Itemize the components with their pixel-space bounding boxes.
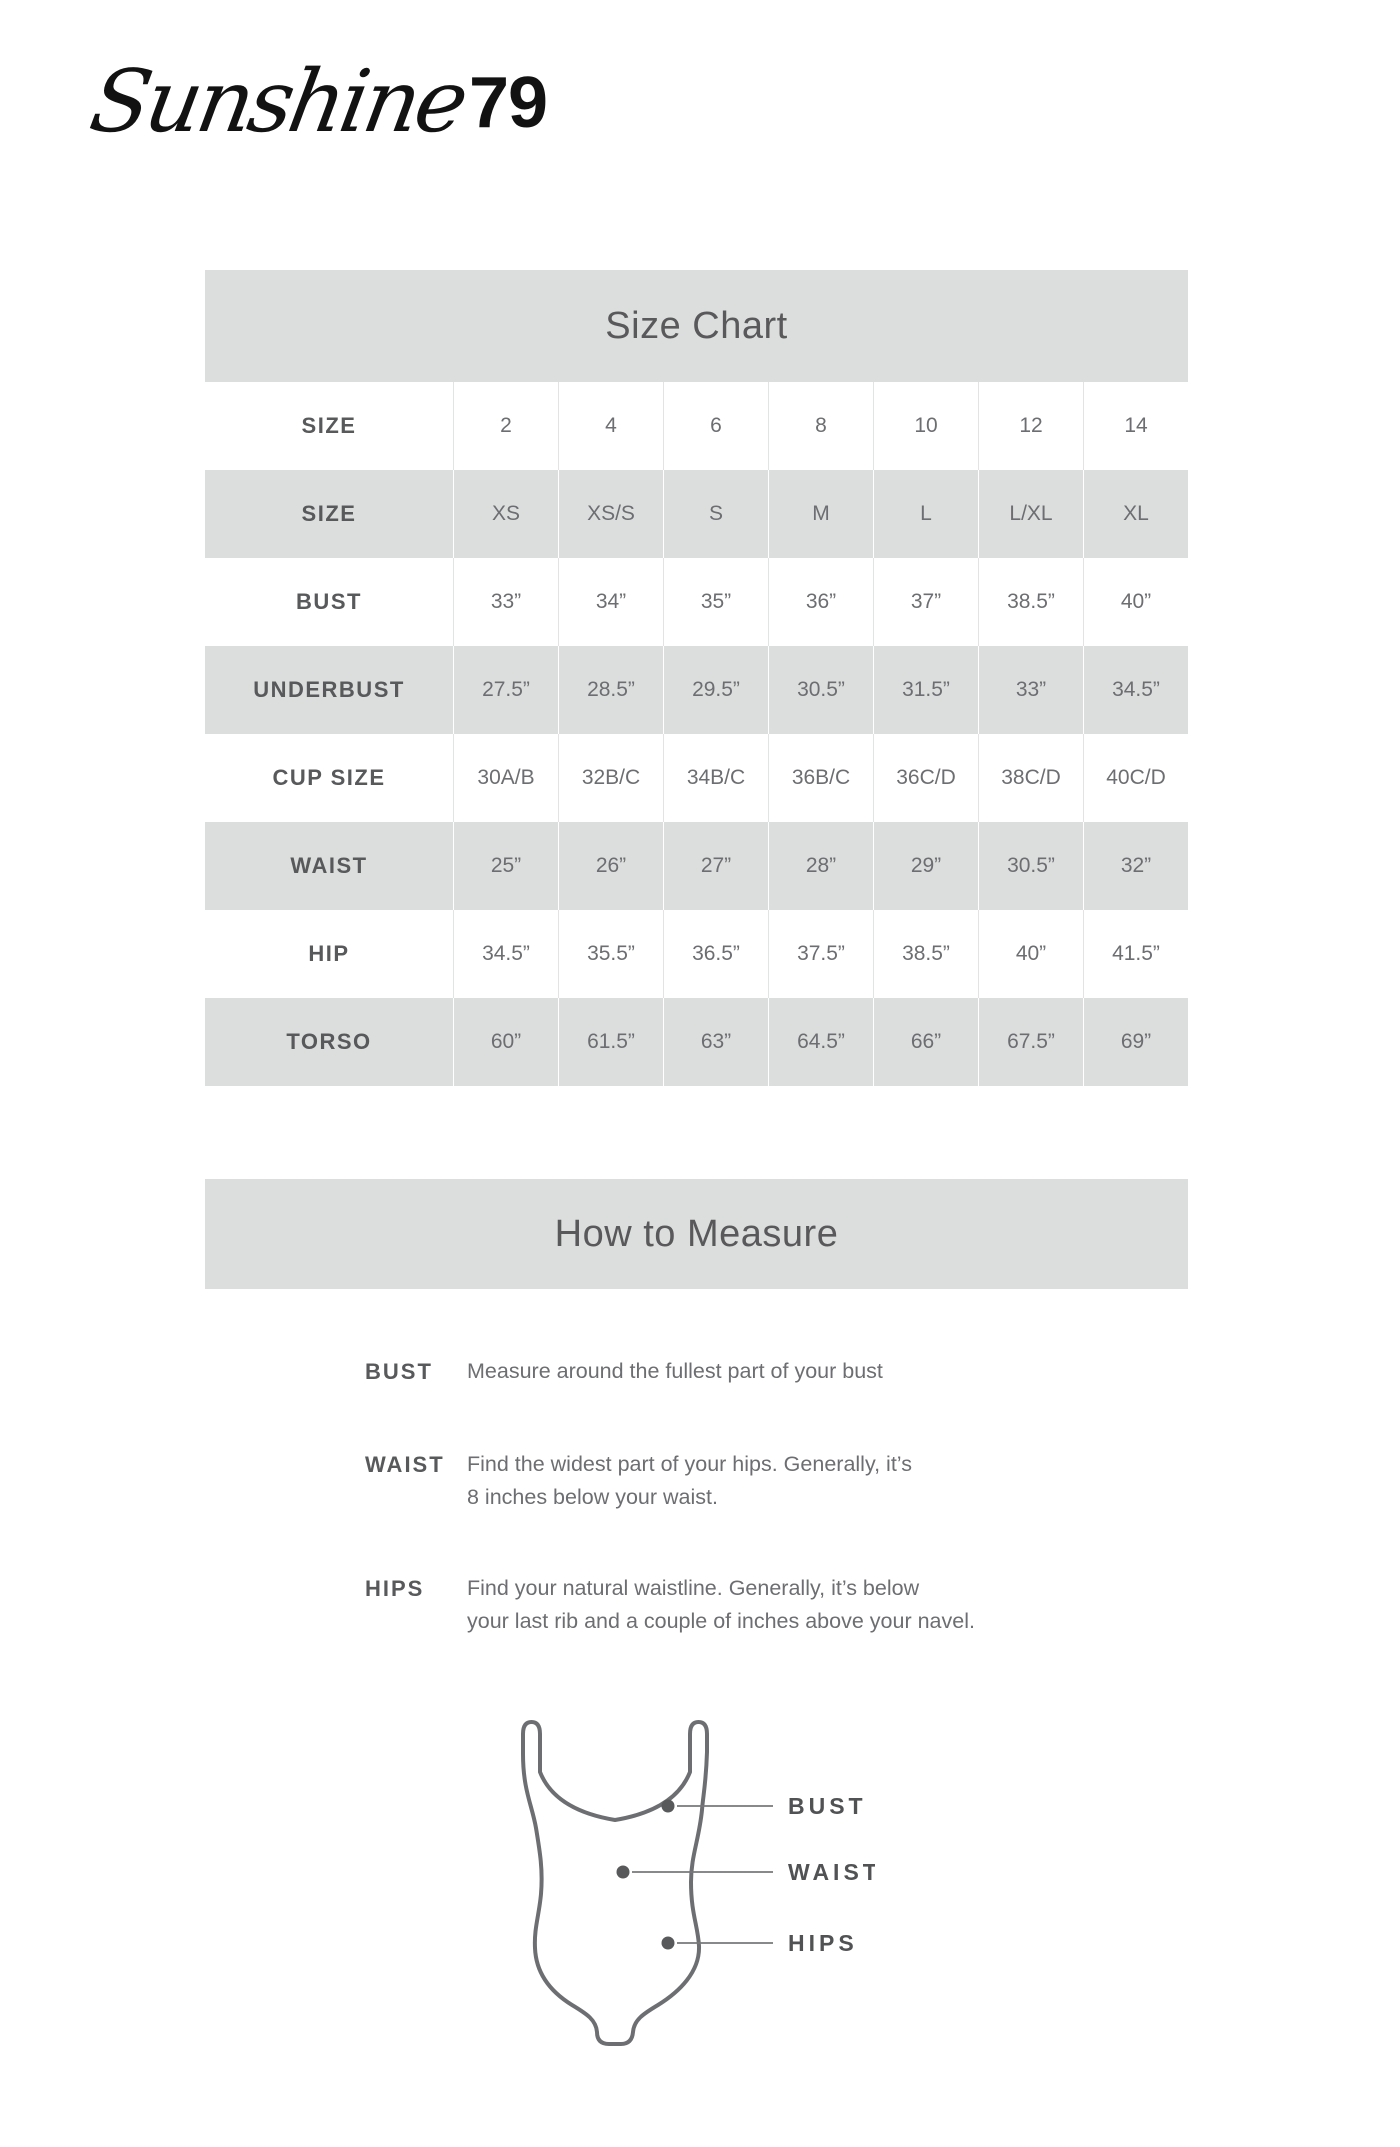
size-chart-cell: 28” [768, 822, 873, 910]
size-chart-cell: 31.5” [873, 646, 978, 734]
size-chart-cell: 30.5” [768, 646, 873, 734]
swimsuit-outline-icon [521, 1720, 709, 2046]
size-chart-cell: 38C/D [978, 734, 1083, 822]
size-chart-cell: 27.5” [453, 646, 558, 734]
size-chart-cell: 36” [768, 558, 873, 646]
size-chart-row-label: CUP SIZE [272, 765, 386, 790]
size-chart-cell: 30A/B [453, 734, 558, 822]
size-chart-cell: 34.5” [1083, 646, 1188, 734]
size-chart-cell: 37.5” [768, 910, 873, 998]
size-chart-row: BUST 33” 34” 35” 36” 37” 38.5” 40” [205, 558, 1188, 646]
size-chart-cell: 36.5” [663, 910, 768, 998]
size-chart-row: CUP SIZE 30A/B 32B/C 34B/C 36B/C 36C/D 38C/D 4… [205, 734, 1188, 822]
size-chart-cell: 40” [1083, 558, 1188, 646]
size-chart-cell: 61.5” [558, 998, 663, 1086]
size-chart-cell: 69” [1083, 998, 1188, 1086]
swimsuit-measure-diagram: BUST WAIST HIPS [495, 1688, 875, 2108]
size-chart-cell: 63” [663, 998, 768, 1086]
size-chart-row-label: BUST [296, 589, 362, 614]
size-chart-cell: 33” [453, 558, 558, 646]
size-chart-cell: 38.5” [873, 910, 978, 998]
size-chart-cell: M [768, 470, 873, 558]
size-chart-cell: 8 [768, 382, 873, 470]
size-chart-cell: 41.5” [1083, 910, 1188, 998]
size-chart-title: Size Chart [205, 270, 1188, 382]
brand-logo-number: 79 [469, 63, 548, 143]
size-chart-cell: 10 [873, 382, 978, 470]
size-chart-cell: 6 [663, 382, 768, 470]
size-chart-row: UNDERBUST 27.5” 28.5” 29.5” 30.5” 31.5” 33” 34… [205, 646, 1188, 734]
size-chart-cell: 64.5” [768, 998, 873, 1086]
measure-item-description: Find your natural waistline. Generally, … [467, 1576, 975, 1633]
size-chart-row-label: UNDERBUST [253, 677, 405, 702]
measure-item-description: Measure around the fullest part of your … [467, 1359, 883, 1383]
measure-item-label: BUST [365, 1359, 433, 1384]
measure-list: BUST Measure around the fullest part of … [365, 1355, 1188, 1638]
waist-point-icon [616, 1865, 630, 1879]
size-chart-cell: 34.5” [453, 910, 558, 998]
size-chart-row-label: SIZE [301, 501, 357, 526]
how-to-measure-title: How to Measure [205, 1179, 1188, 1289]
size-chart-cell: 38.5” [978, 558, 1083, 646]
size-chart-row-label: SIZE [301, 413, 357, 438]
size-chart-cell: 33” [978, 646, 1083, 734]
size-chart-cell: 34B/C [663, 734, 768, 822]
size-chart-cell: 32B/C [558, 734, 663, 822]
measure-item-hips: HIPS Find your natural waistline. Genera… [365, 1572, 1188, 1638]
size-chart-table: SIZE 2 4 6 8 10 12 14 SIZE XS XS/S S M L L/XL XL BUS… [205, 382, 1188, 1086]
size-chart-cell: 35” [663, 558, 768, 646]
size-chart-cell: 28.5” [558, 646, 663, 734]
size-chart-cell: 36C/D [873, 734, 978, 822]
size-chart-cell: 25” [453, 822, 558, 910]
diagram-label-hips: HIPS [788, 1930, 858, 1956]
size-chart-cell: 34” [558, 558, 663, 646]
size-chart-cell: XS [453, 470, 558, 558]
size-chart-cell: 30.5” [978, 822, 1083, 910]
measure-item-waist: WAIST Find the widest part of your hips.… [365, 1448, 1188, 1514]
size-chart-row: SIZE XS XS/S S M L L/XL XL [205, 470, 1188, 558]
size-chart-cell: 40” [978, 910, 1083, 998]
size-chart-cell: 67.5” [978, 998, 1083, 1086]
brand-logo: Sunshine79 [83, 52, 548, 152]
size-chart-cell: 27” [663, 822, 768, 910]
size-chart-cell: XS/S [558, 470, 663, 558]
diagram-label-waist: WAIST [788, 1859, 875, 1885]
size-chart-row: TORSO 60” 61.5” 63” 64.5” 66” 67.5” 69” [205, 998, 1188, 1086]
how-to-measure-section: How to Measure BUST Measure around the f… [205, 1179, 1188, 1698]
size-chart-cell: 4 [558, 382, 663, 470]
size-chart-cell: 29.5” [663, 646, 768, 734]
measure-item-bust: BUST Measure around the fullest part of … [365, 1355, 1188, 1388]
size-chart-cell: 32” [1083, 822, 1188, 910]
size-chart-cell: 37” [873, 558, 978, 646]
size-chart-cell: L/XL [978, 470, 1083, 558]
size-chart-row: WAIST 25” 26” 27” 28” 29” 30.5” 32” [205, 822, 1188, 910]
size-chart-cell: 40C/D [1083, 734, 1188, 822]
size-chart-cell: 66” [873, 998, 978, 1086]
size-chart-cell: 35.5” [558, 910, 663, 998]
size-chart-row-label: TORSO [286, 1029, 372, 1054]
size-chart-cell: 36B/C [768, 734, 873, 822]
brand-logo-script: Sunshine [83, 52, 472, 152]
size-chart-row: SIZE 2 4 6 8 10 12 14 [205, 382, 1188, 470]
hips-point-icon [661, 1936, 675, 1950]
size-chart-row-label: HIP [308, 941, 350, 966]
size-chart-cell: 29” [873, 822, 978, 910]
size-chart-section: Size Chart SIZE 2 4 6 8 10 12 14 SIZE XS XS/S S M… [205, 270, 1188, 1086]
size-chart-cell: 12 [978, 382, 1083, 470]
diagram-label-bust: BUST [788, 1793, 867, 1819]
size-chart-cell: 14 [1083, 382, 1188, 470]
bust-point-icon [661, 1799, 675, 1813]
size-chart-cell: XL [1083, 470, 1188, 558]
measure-item-description: Find the widest part of your hips. Gener… [467, 1452, 912, 1509]
size-chart-row: HIP 34.5” 35.5” 36.5” 37.5” 38.5” 40” 41.5” [205, 910, 1188, 998]
size-chart-cell: 26” [558, 822, 663, 910]
size-chart-cell: 2 [453, 382, 558, 470]
size-chart-cell: 60” [453, 998, 558, 1086]
measure-item-label: WAIST [365, 1452, 445, 1477]
size-chart-row-label: WAIST [290, 853, 368, 878]
size-chart-cell: S [663, 470, 768, 558]
measure-item-label: HIPS [365, 1576, 425, 1601]
size-chart-cell: L [873, 470, 978, 558]
